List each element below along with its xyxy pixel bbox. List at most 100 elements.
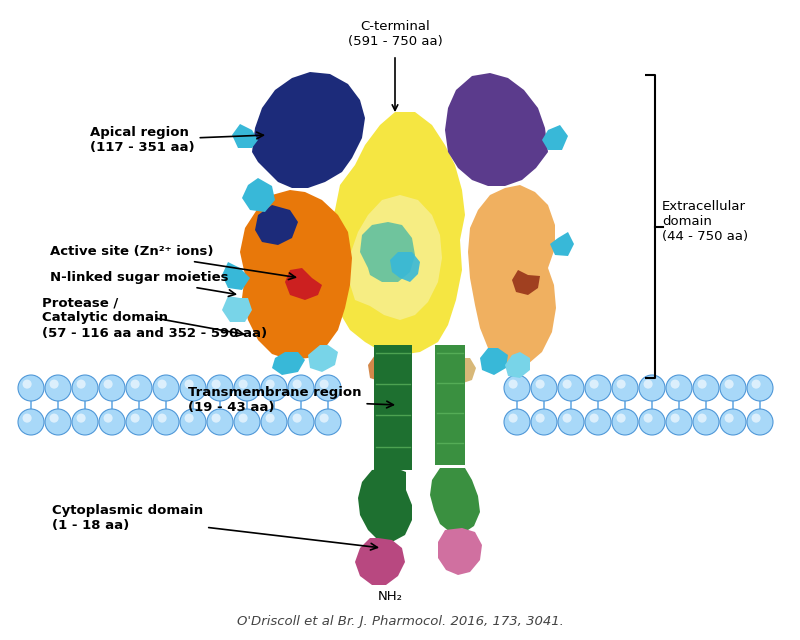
Polygon shape (355, 538, 405, 585)
Circle shape (207, 409, 233, 435)
Circle shape (103, 413, 113, 422)
Circle shape (180, 409, 206, 435)
Circle shape (612, 375, 638, 401)
Polygon shape (222, 262, 250, 290)
Circle shape (288, 375, 314, 401)
Circle shape (643, 380, 653, 388)
Text: NH₂: NH₂ (378, 590, 402, 603)
Circle shape (666, 375, 692, 401)
Polygon shape (252, 72, 365, 188)
Circle shape (504, 375, 530, 401)
Circle shape (18, 375, 44, 401)
Circle shape (725, 413, 734, 422)
Polygon shape (360, 222, 415, 282)
Circle shape (698, 380, 706, 388)
Circle shape (293, 413, 302, 422)
Circle shape (211, 413, 221, 422)
Circle shape (185, 413, 194, 422)
Circle shape (266, 380, 274, 388)
Text: N-linked sugar moieties: N-linked sugar moieties (50, 271, 235, 296)
Polygon shape (222, 296, 252, 322)
Circle shape (72, 409, 98, 435)
Circle shape (238, 380, 248, 388)
Polygon shape (368, 355, 400, 382)
Text: C-terminal
(591 - 750 aa): C-terminal (591 - 750 aa) (348, 20, 442, 48)
Polygon shape (512, 270, 540, 295)
Polygon shape (390, 252, 420, 282)
Circle shape (531, 409, 557, 435)
Circle shape (153, 375, 179, 401)
Polygon shape (308, 345, 338, 372)
Circle shape (585, 409, 611, 435)
Text: Extracellular
domain
(44 - 750 aa): Extracellular domain (44 - 750 aa) (662, 200, 748, 243)
Circle shape (185, 380, 194, 388)
Circle shape (693, 409, 719, 435)
Polygon shape (325, 112, 465, 355)
Circle shape (77, 380, 86, 388)
Circle shape (504, 409, 530, 435)
Circle shape (211, 380, 221, 388)
Circle shape (234, 409, 260, 435)
Circle shape (261, 409, 287, 435)
Circle shape (158, 413, 166, 422)
Circle shape (747, 375, 773, 401)
Circle shape (639, 409, 665, 435)
Circle shape (617, 413, 626, 422)
Text: O'Driscoll et al Br. J. Pharmocol. 2016, 173, 3041.: O'Driscoll et al Br. J. Pharmocol. 2016,… (237, 615, 563, 628)
Circle shape (725, 380, 734, 388)
Circle shape (50, 380, 58, 388)
Polygon shape (446, 358, 476, 384)
Polygon shape (240, 190, 352, 360)
Circle shape (126, 409, 152, 435)
Circle shape (18, 409, 44, 435)
Circle shape (698, 413, 706, 422)
Circle shape (45, 375, 71, 401)
Circle shape (77, 413, 86, 422)
Circle shape (751, 380, 761, 388)
Circle shape (72, 375, 98, 401)
Circle shape (99, 409, 125, 435)
Circle shape (585, 375, 611, 401)
Polygon shape (374, 345, 412, 470)
Polygon shape (468, 185, 556, 368)
Circle shape (558, 409, 584, 435)
Circle shape (234, 375, 260, 401)
Text: Protease /
Catalytic domain
(57 - 116 aa and 352 - 590 aa): Protease / Catalytic domain (57 - 116 aa… (42, 296, 267, 339)
Text: Apical region
(117 - 351 aa): Apical region (117 - 351 aa) (90, 126, 263, 154)
Circle shape (319, 413, 329, 422)
Circle shape (288, 409, 314, 435)
Polygon shape (542, 125, 568, 150)
Circle shape (22, 380, 32, 388)
Circle shape (558, 375, 584, 401)
Circle shape (639, 375, 665, 401)
Circle shape (45, 409, 71, 435)
Circle shape (509, 413, 518, 422)
Circle shape (130, 413, 140, 422)
Circle shape (720, 375, 746, 401)
Polygon shape (505, 352, 530, 378)
Polygon shape (435, 345, 465, 465)
Circle shape (720, 409, 746, 435)
Polygon shape (550, 232, 574, 256)
Circle shape (617, 380, 626, 388)
Circle shape (50, 413, 58, 422)
Circle shape (315, 409, 341, 435)
Circle shape (293, 380, 302, 388)
Polygon shape (255, 205, 298, 245)
Circle shape (751, 413, 761, 422)
Circle shape (535, 413, 545, 422)
Circle shape (130, 380, 140, 388)
Polygon shape (358, 468, 412, 542)
Circle shape (99, 375, 125, 401)
Circle shape (207, 375, 233, 401)
Circle shape (531, 375, 557, 401)
Circle shape (103, 380, 113, 388)
Circle shape (315, 375, 341, 401)
Circle shape (319, 380, 329, 388)
Text: Active site (Zn²⁺ ions): Active site (Zn²⁺ ions) (50, 246, 295, 280)
Circle shape (693, 375, 719, 401)
Polygon shape (445, 73, 548, 186)
Polygon shape (272, 352, 305, 375)
Circle shape (747, 409, 773, 435)
Circle shape (590, 380, 598, 388)
